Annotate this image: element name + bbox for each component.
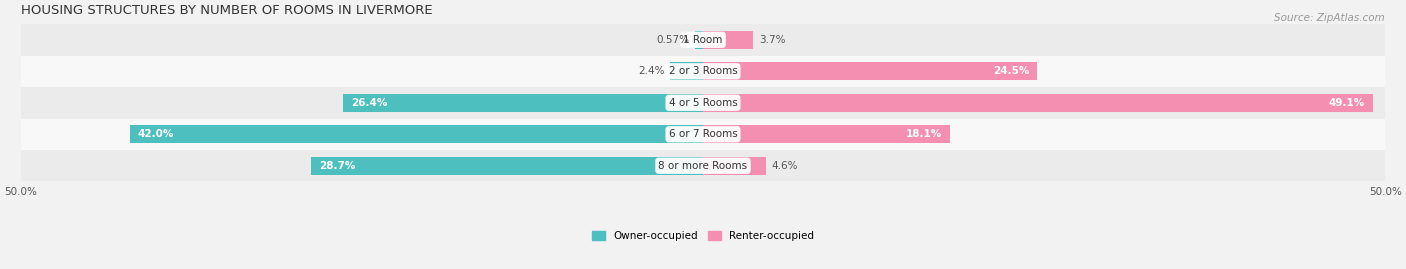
Bar [21, 150, 1385, 182]
Text: 4.6%: 4.6% [772, 161, 797, 171]
Bar [21, 56, 1385, 87]
Bar [343, 94, 703, 112]
Text: Source: ZipAtlas.com: Source: ZipAtlas.com [1274, 13, 1385, 23]
Text: 42.0%: 42.0% [138, 129, 174, 139]
Bar [21, 87, 1385, 119]
Bar [703, 157, 766, 175]
Text: 1 Room: 1 Room [683, 35, 723, 45]
Text: 4 or 5 Rooms: 4 or 5 Rooms [669, 98, 737, 108]
Bar [21, 24, 1385, 56]
Text: HOUSING STRUCTURES BY NUMBER OF ROOMS IN LIVERMORE: HOUSING STRUCTURES BY NUMBER OF ROOMS IN… [21, 4, 432, 17]
Text: 2 or 3 Rooms: 2 or 3 Rooms [669, 66, 737, 76]
Text: 49.1%: 49.1% [1329, 98, 1365, 108]
Bar [703, 62, 1038, 80]
Text: 0.57%: 0.57% [657, 35, 690, 45]
Text: 26.4%: 26.4% [352, 98, 387, 108]
Bar [703, 31, 754, 49]
Bar [671, 62, 703, 80]
Bar [311, 157, 703, 175]
Bar [703, 94, 1374, 112]
Bar [695, 31, 703, 49]
Bar [703, 125, 950, 143]
Text: 24.5%: 24.5% [993, 66, 1029, 76]
Bar [129, 125, 703, 143]
Text: 6 or 7 Rooms: 6 or 7 Rooms [669, 129, 737, 139]
Text: 8 or more Rooms: 8 or more Rooms [658, 161, 748, 171]
Text: 18.1%: 18.1% [905, 129, 942, 139]
Bar [21, 119, 1385, 150]
Text: 3.7%: 3.7% [759, 35, 786, 45]
Text: 28.7%: 28.7% [319, 161, 356, 171]
Text: 2.4%: 2.4% [638, 66, 665, 76]
Legend: Owner-occupied, Renter-occupied: Owner-occupied, Renter-occupied [588, 227, 818, 245]
